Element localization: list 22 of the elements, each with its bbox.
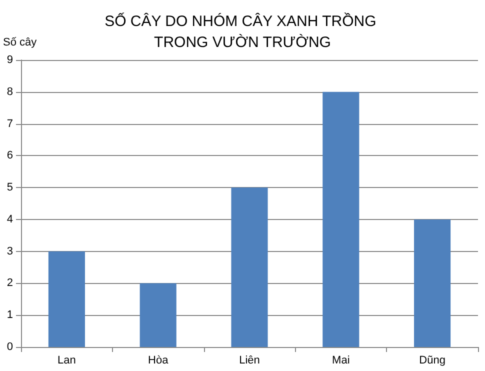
y-tick-label: 9 [6, 54, 13, 66]
x-tick-label: Lan [58, 354, 76, 366]
y-tick-label: 7 [6, 118, 13, 130]
bar [414, 219, 451, 347]
bar [322, 92, 360, 347]
y-tick-label: 6 [6, 150, 13, 162]
bar [48, 251, 85, 347]
y-tick-label: 4 [6, 213, 13, 226]
y-tick-label: 8 [6, 86, 13, 98]
y-tick-label: 3 [6, 245, 13, 258]
y-tick-label: 5 [6, 182, 13, 194]
bar [231, 188, 268, 347]
bar [140, 283, 176, 347]
chart-title: SỐ CÂY DO NHÓM CÂY XANH TRỒNG TRONG VƯỜN TRƯỜNG [104, 12, 380, 51]
y-tick-label: 1 [6, 309, 13, 322]
y-tick-label: 2 [6, 277, 13, 290]
x-tick-label: Liên [239, 354, 260, 366]
x-tick-label: Hòa [148, 354, 170, 366]
x-tick-label: Mai [332, 354, 350, 366]
y-axis-title: Số cây [3, 36, 38, 48]
x-tick-label: Dũng [419, 354, 446, 366]
y-tick-label: 0 [6, 341, 13, 353]
